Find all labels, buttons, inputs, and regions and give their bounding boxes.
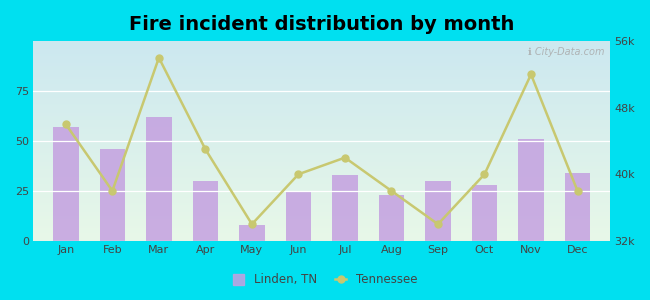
Bar <box>379 195 404 241</box>
Legend: Linden, TN, Tennessee: Linden, TN, Tennessee <box>228 269 422 291</box>
Bar <box>425 181 450 241</box>
Bar <box>99 149 125 241</box>
Bar <box>146 117 172 241</box>
Bar <box>332 175 358 241</box>
Bar <box>53 127 79 241</box>
Bar <box>472 185 497 241</box>
Bar <box>565 173 590 241</box>
Text: ℹ City-Data.com: ℹ City-Data.com <box>528 47 605 57</box>
Bar <box>518 139 544 241</box>
Bar <box>285 191 311 241</box>
Bar <box>192 181 218 241</box>
Title: Fire incident distribution by month: Fire incident distribution by month <box>129 15 514 34</box>
Bar <box>239 225 265 241</box>
